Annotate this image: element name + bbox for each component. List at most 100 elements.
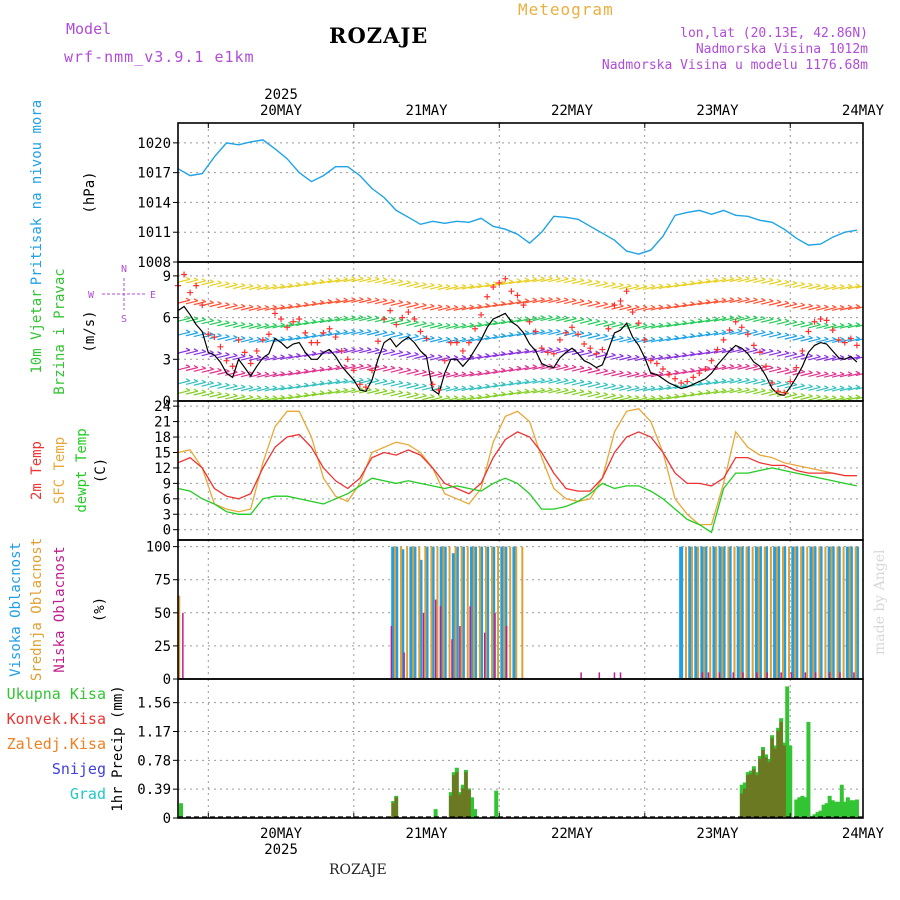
precip-bar-convective xyxy=(752,769,756,818)
wind-barb-head xyxy=(674,383,679,387)
wind-barb-head xyxy=(808,282,813,286)
wind-barb-head xyxy=(390,298,396,303)
cloud-bar-high xyxy=(451,553,456,679)
wind-barb-arrow xyxy=(193,391,206,396)
precip-bar-convective xyxy=(452,775,456,818)
wind-barb-head xyxy=(461,354,467,358)
data-layer xyxy=(175,139,863,818)
precip-bar-total xyxy=(833,801,838,818)
wind-barb-head xyxy=(303,319,309,324)
wind-barb-arrow xyxy=(847,306,860,311)
y-tick-label: 9 xyxy=(163,269,171,285)
wind-gust-marker xyxy=(678,379,685,386)
wind-gust-marker xyxy=(441,357,448,364)
wind-barb-head xyxy=(753,364,758,368)
wind-barb-arrow xyxy=(619,356,632,361)
wind-barb-head xyxy=(477,303,482,307)
wind-gust-marker xyxy=(265,331,272,338)
wind-gust-marker xyxy=(799,347,806,354)
wind-barb-head xyxy=(824,283,829,287)
wind-barb-head xyxy=(493,392,498,396)
wind-barb-arrow xyxy=(595,303,608,308)
wind-barb-head xyxy=(366,315,372,319)
wind-barb-arrow xyxy=(477,336,490,342)
wind-barb-arrow xyxy=(579,368,593,373)
wind-barb-head xyxy=(690,319,695,323)
wind-barb-head xyxy=(288,321,293,325)
wind-barb-arrow xyxy=(240,387,254,392)
precip-bar-convective xyxy=(776,730,780,818)
wind-barb-arrow xyxy=(516,350,530,355)
wind-barb-arrow xyxy=(382,280,396,285)
wind-barb-head xyxy=(217,367,222,371)
wind-barb-arrow xyxy=(233,284,246,290)
wind-barb-arrow xyxy=(642,324,656,330)
wind-barb-head xyxy=(264,395,270,399)
wind-barb-arrow xyxy=(477,395,490,400)
wind-barb-head xyxy=(437,336,443,340)
wind-barb-arrow xyxy=(264,387,277,392)
wind-barb-head xyxy=(595,391,601,395)
wind-barb-head xyxy=(359,296,364,301)
grid-layer xyxy=(178,123,863,818)
wind-barb-head xyxy=(824,395,829,399)
wind-barb-arrow xyxy=(745,379,758,385)
wind-barb-head xyxy=(784,300,790,304)
wind-barb-head xyxy=(240,353,246,357)
wind-barb-head xyxy=(201,389,207,393)
wind-barb-arrow xyxy=(847,386,860,391)
wind-barb-arrow xyxy=(816,356,829,361)
wind-barb-head xyxy=(666,283,671,287)
wind-barb-head xyxy=(650,284,656,288)
wind-barb-head xyxy=(477,335,482,339)
wind-barb-head xyxy=(595,318,601,322)
wind-barb-head xyxy=(374,387,380,391)
wind-barb-arrow xyxy=(713,299,727,304)
wind-barb-head xyxy=(311,332,317,336)
wind-barb-head xyxy=(485,353,490,357)
wind-barb-head xyxy=(824,304,829,308)
precip-bar-total xyxy=(179,803,184,818)
wind-barb-arrow xyxy=(319,381,332,386)
wind-barb-arrow xyxy=(248,285,262,291)
wind-gust-marker xyxy=(835,336,842,343)
wind-gust-marker xyxy=(435,386,442,393)
wind-barb-arrow xyxy=(784,335,797,340)
wind-barb-head xyxy=(642,304,648,309)
wind-gust-marker xyxy=(235,336,242,343)
wind-barb-arrow xyxy=(611,372,624,377)
wind-barb-head xyxy=(737,387,742,391)
wind-barb-arrow xyxy=(264,356,277,361)
cloud-bar-high xyxy=(703,546,708,679)
wind-barb-head xyxy=(327,278,333,282)
wind-barb-head xyxy=(406,332,411,336)
wind-barb-head xyxy=(382,364,388,368)
cloud-bar-low xyxy=(707,672,710,679)
wind-barb-arrow xyxy=(422,323,435,328)
wind-barb-head xyxy=(603,280,608,285)
day-label-bottom: 23MAY xyxy=(696,826,739,842)
wind-barb-head xyxy=(776,317,782,321)
wind-barb-head xyxy=(540,363,545,367)
wind-barb-arrow xyxy=(729,278,742,283)
wind-barb-head xyxy=(225,352,230,356)
wind-barb-arrow xyxy=(508,391,522,396)
wind-barb-head xyxy=(658,336,664,340)
cloud-bar-low xyxy=(766,672,768,679)
wind-gust-marker xyxy=(781,389,788,396)
precip-bar-total xyxy=(839,784,844,818)
wind-gust-marker xyxy=(659,366,666,373)
cloud-low-ylabel: Niska Oblacnost xyxy=(52,546,68,672)
wind-barb-arrow xyxy=(185,279,199,284)
wind-barb-head xyxy=(634,371,640,375)
wind-barb-arrow xyxy=(233,305,246,310)
wind-barb-arrow xyxy=(319,318,332,324)
wind-barb-head xyxy=(540,276,545,280)
wind-barb-head xyxy=(713,330,719,334)
wind-barb-head xyxy=(784,381,790,385)
wind-barb-head xyxy=(225,382,230,386)
wind-barb-head xyxy=(603,382,608,386)
y-tick-label: 24 xyxy=(154,399,171,415)
cloud-bar-high xyxy=(854,546,859,679)
wind-barb-head xyxy=(792,280,798,284)
